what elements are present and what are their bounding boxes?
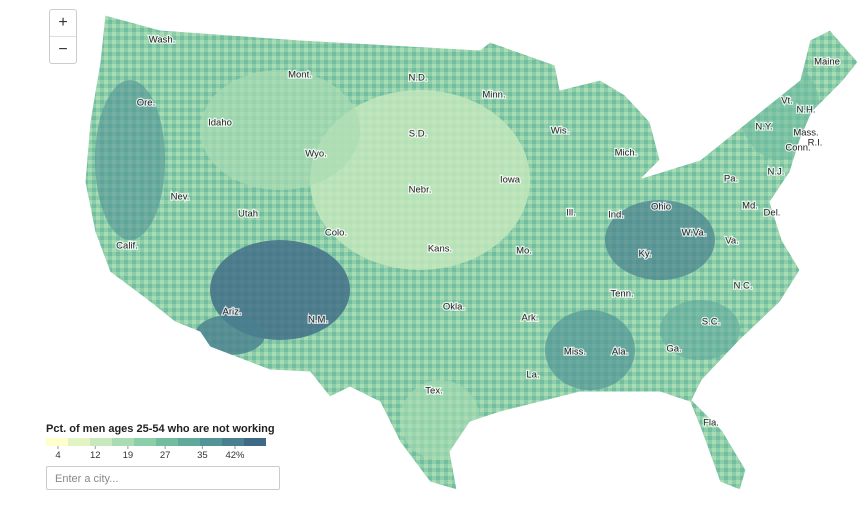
zoom-out[interactable]: − — [50, 36, 76, 63]
legend-tick-label: 35 — [197, 450, 208, 461]
state-label: Ga. — [666, 344, 681, 355]
legend-title: Pct. of men ages 25-54 who are not worki… — [46, 423, 275, 435]
state-label: Tenn. — [610, 289, 633, 300]
state-label: Okla. — [443, 302, 465, 313]
legend-swatch — [112, 438, 134, 446]
legend-tick-label: 19 — [123, 450, 134, 461]
state-label: W.Va. — [682, 228, 707, 239]
state-label: N.D. — [409, 73, 428, 84]
state-label: S.C. — [702, 317, 720, 328]
legend-tick-label: 42% — [225, 450, 245, 461]
zoom-in[interactable]: + — [58, 14, 68, 31]
legend-swatch — [222, 438, 244, 446]
state-label: Del. — [764, 208, 781, 219]
state-label: Wash. — [149, 35, 176, 46]
state-label: Ill. — [566, 208, 576, 219]
state-label: Minn. — [482, 90, 505, 101]
state-label: N.M. — [308, 315, 328, 326]
state-label: Utah — [238, 209, 258, 220]
state-label: Ala. — [612, 347, 628, 358]
zoom-control: + − — [49, 9, 77, 64]
state-label: N.J. — [768, 167, 785, 178]
state-label: Fla. — [703, 418, 719, 429]
state-label: Ariz. — [223, 307, 242, 318]
city-search[interactable]: Enter a city... — [46, 466, 280, 490]
state-label: N.Y. — [755, 122, 772, 133]
state-label: Ark. — [522, 313, 539, 324]
state-label: N.C. — [734, 281, 753, 292]
state-label: N.H. — [797, 105, 816, 116]
state-label: Mont. — [288, 70, 312, 81]
state-label: Iowa — [500, 175, 521, 186]
legend-tick-label: 4 — [55, 450, 60, 461]
state-label: Nebr. — [409, 185, 432, 196]
state-label: Miss. — [564, 347, 586, 358]
legend: 4 12 19 27 35 42% — [46, 438, 266, 461]
state-label: Pa. — [724, 174, 738, 185]
legend-swatch — [200, 438, 222, 446]
state-label: Kans. — [428, 244, 452, 255]
legend-swatch — [68, 438, 90, 446]
state-label: Md. — [742, 201, 758, 212]
state-label: Tex. — [425, 386, 442, 397]
legend-swatch — [46, 438, 68, 446]
state-label: Mo. — [516, 246, 532, 257]
legend-swatch — [244, 438, 266, 446]
legend-swatch — [178, 438, 200, 446]
state-label: La. — [526, 370, 539, 381]
state-label: Ore. — [137, 98, 155, 109]
legend-swatch — [90, 438, 112, 446]
legend-tick-label: 27 — [160, 450, 171, 461]
state-label: Conn. — [785, 143, 810, 154]
state-label: Ohio — [651, 202, 671, 213]
state-label: Ky. — [638, 249, 651, 260]
state-label: Idaho — [208, 118, 232, 129]
state-label: Nev. — [171, 192, 190, 203]
state-label: Mich. — [615, 148, 638, 159]
legend-swatch — [134, 438, 156, 446]
state-label: Vt. — [781, 96, 793, 107]
legend-swatch — [156, 438, 178, 446]
state-label: Wyo. — [305, 149, 327, 160]
legend-tick-label: 12 — [90, 450, 101, 461]
state-label: Wis. — [551, 126, 569, 137]
state-label: S.D. — [409, 129, 427, 140]
state-label: Colo. — [325, 228, 347, 239]
state-label: Maine — [814, 57, 840, 68]
state-label: Va. — [725, 236, 739, 247]
state-label: Calif. — [116, 241, 138, 252]
state-label: Ind. — [608, 210, 624, 221]
state-label: R.I. — [808, 138, 823, 149]
state-label: Mass. — [793, 128, 818, 139]
